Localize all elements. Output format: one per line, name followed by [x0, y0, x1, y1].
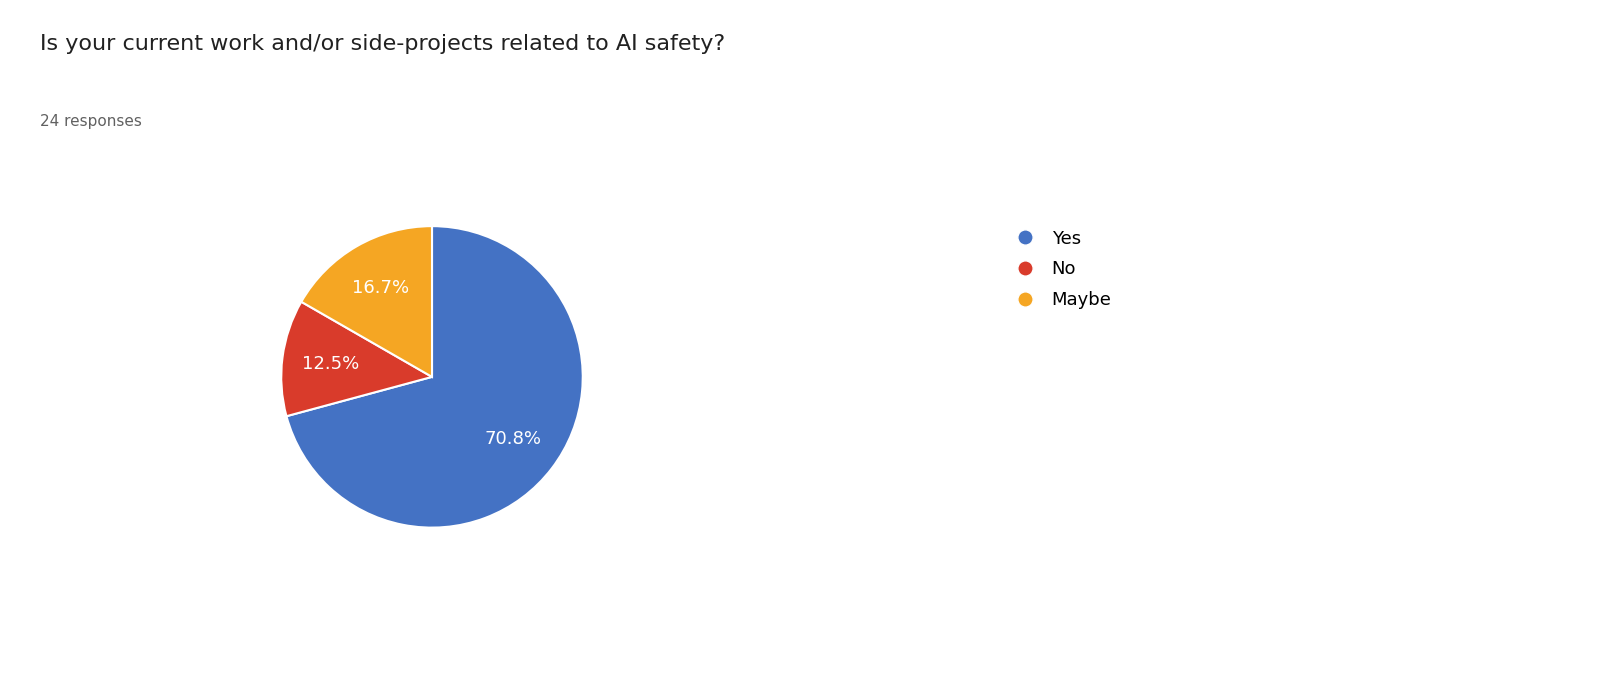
- Legend: Yes, No, Maybe: Yes, No, Maybe: [1002, 224, 1117, 314]
- Wedge shape: [301, 226, 432, 377]
- Wedge shape: [282, 302, 432, 416]
- Text: 12.5%: 12.5%: [302, 355, 358, 373]
- Text: 70.8%: 70.8%: [485, 430, 542, 448]
- Text: 24 responses: 24 responses: [40, 114, 142, 129]
- Text: 16.7%: 16.7%: [352, 279, 410, 297]
- Wedge shape: [286, 226, 582, 528]
- Text: Is your current work and/or side-projects related to AI safety?: Is your current work and/or side-project…: [40, 34, 725, 54]
